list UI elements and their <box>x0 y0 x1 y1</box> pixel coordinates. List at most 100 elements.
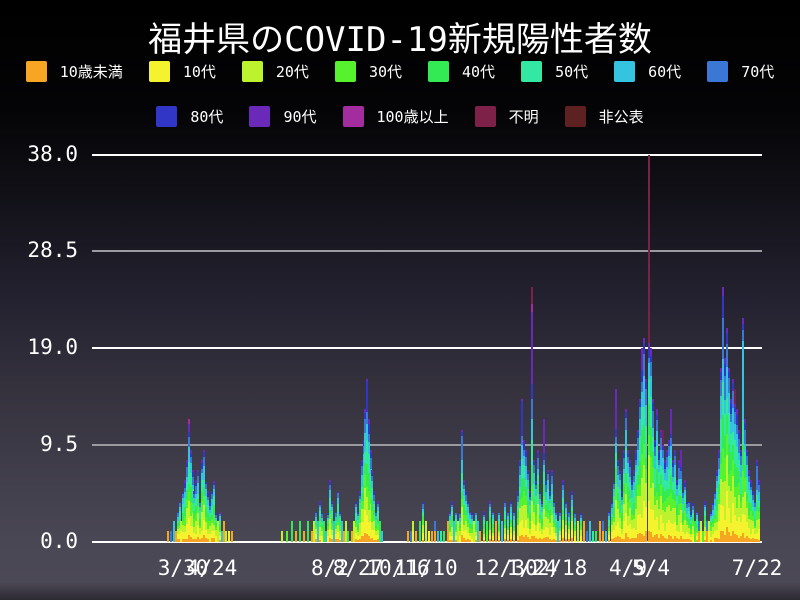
legend-item-20代[interactable]: 20代 <box>241 61 309 82</box>
legend-item-70代[interactable]: 70代 <box>707 61 774 82</box>
legend-item-100歳以上[interactable]: 100歳以上 <box>342 106 449 127</box>
bar <box>431 531 433 542</box>
bar-segment-50代 <box>678 484 680 495</box>
bar-segment-70代 <box>672 467 674 477</box>
bar-segment-10歳未満 <box>167 531 169 542</box>
bar-segment-20代 <box>571 521 573 530</box>
bar-segment-60代 <box>193 498 195 504</box>
bar-segment-20代 <box>504 528 506 534</box>
legend-label: 30代 <box>368 63 402 81</box>
bar-segment-90代 <box>670 409 672 435</box>
bar-segment-30代 <box>639 485 641 496</box>
bar-segment-70代 <box>662 450 664 459</box>
bar-segment-40代 <box>364 463 366 476</box>
bar-segment-10歳未満 <box>545 537 547 542</box>
bar-segment-70代 <box>732 391 734 409</box>
bar-segment-50代 <box>331 511 333 518</box>
bar-segment-90代 <box>543 419 545 454</box>
bar-segment-70代 <box>203 456 205 467</box>
bar-segment-20代 <box>467 526 469 533</box>
legend-item-非公表[interactable]: 非公表 <box>564 106 644 127</box>
bar-segment-80代 <box>613 481 615 484</box>
bar-segment-20代 <box>192 512 194 526</box>
bar-segment-50代 <box>373 504 375 510</box>
bar <box>746 449 748 542</box>
bar-segment-10歳未満 <box>461 535 463 542</box>
bar-segment-10代 <box>370 521 372 539</box>
bar-segment-20代 <box>215 530 217 536</box>
bar-segment-40代 <box>192 496 194 505</box>
legend-swatch-icon <box>241 61 263 82</box>
bar-segment-10代 <box>329 528 331 538</box>
legend-item-40代[interactable]: 40代 <box>428 61 495 82</box>
bar-segment-40代 <box>692 517 694 522</box>
bar-segment-70代 <box>207 496 209 501</box>
bar <box>353 521 355 542</box>
bar <box>167 531 169 542</box>
bar-segment-10代 <box>498 535 500 540</box>
bar-segment-50代 <box>184 497 186 508</box>
legend-swatch-icon <box>521 61 543 82</box>
bar-segment-10代 <box>461 520 463 536</box>
bar-segment-20代 <box>186 507 188 524</box>
bar-segment-10代 <box>722 505 724 531</box>
bar <box>710 511 712 542</box>
bar-segment-30代 <box>461 498 463 507</box>
bar-segment-20代 <box>623 503 625 522</box>
bar-segment-40代 <box>718 483 720 494</box>
legend-item-不明[interactable]: 不明 <box>474 106 539 127</box>
bar-segment-20代 <box>217 521 219 542</box>
bar-segment-80代 <box>668 441 670 447</box>
bar-segment-70代 <box>545 485 547 492</box>
bar-segment-60代 <box>453 521 455 542</box>
legend-item-10歳未満[interactable]: 10歳未満 <box>25 61 123 82</box>
bar-segment-10歳未満 <box>724 534 726 542</box>
bar-segment-90代 <box>619 470 621 472</box>
bar-segment-10歳未満 <box>451 539 453 542</box>
bar <box>696 511 698 542</box>
bar-segment-40代 <box>307 521 309 542</box>
bar-segment-10代 <box>617 522 619 537</box>
bar-segment-40代 <box>639 461 641 486</box>
bar-segment-10歳未満 <box>756 539 758 542</box>
bar <box>231 531 233 542</box>
bar-segment-10代 <box>177 534 179 540</box>
bar-segment-10代 <box>756 533 758 540</box>
bar-segment-10代 <box>188 517 190 535</box>
bar <box>635 449 637 542</box>
bar-segment-40代 <box>199 518 201 526</box>
bar-segment-10歳未満 <box>357 539 359 542</box>
legend-item-30代[interactable]: 30代 <box>334 61 402 82</box>
bar-segment-30代 <box>738 482 740 496</box>
bar-segment-60代 <box>547 480 549 489</box>
bar-segment-60代 <box>195 494 197 500</box>
bar-segment-80代 <box>471 513 473 516</box>
bar-segment-50代 <box>461 473 463 492</box>
bar-segment-50代 <box>555 518 557 524</box>
legend-item-50代[interactable]: 50代 <box>521 61 588 82</box>
bar-segment-40代 <box>537 484 539 494</box>
bar-segment-20代 <box>207 528 209 534</box>
bar-segment-20代 <box>475 531 477 536</box>
bar-segment-10代 <box>184 531 186 539</box>
bar-segment-90代 <box>547 470 549 472</box>
bar-segment-20代 <box>627 516 629 527</box>
bar-segment-10代 <box>199 533 201 540</box>
bar-segment-90代 <box>207 490 209 493</box>
bar-segment-70代 <box>459 514 461 518</box>
bar-segment-60代 <box>613 488 615 497</box>
bar-segment-10歳未満 <box>190 536 192 542</box>
legend-item-80代[interactable]: 80代 <box>156 106 223 127</box>
bar-segment-20代 <box>670 511 672 523</box>
legend-item-90代[interactable]: 90代 <box>249 106 317 127</box>
bar-segment-90代 <box>756 460 758 463</box>
legend-item-10代[interactable]: 10代 <box>148 61 216 82</box>
bar-segment-10代 <box>321 536 323 542</box>
bar-segment-60代 <box>535 489 537 496</box>
legend-item-60代[interactable]: 60代 <box>614 61 681 82</box>
bar-segment-40代 <box>613 507 615 518</box>
bar <box>619 470 621 542</box>
bar-segment-60代 <box>327 518 329 521</box>
bar-segment-10代 <box>363 521 365 536</box>
bar-segment-20代 <box>190 516 192 527</box>
